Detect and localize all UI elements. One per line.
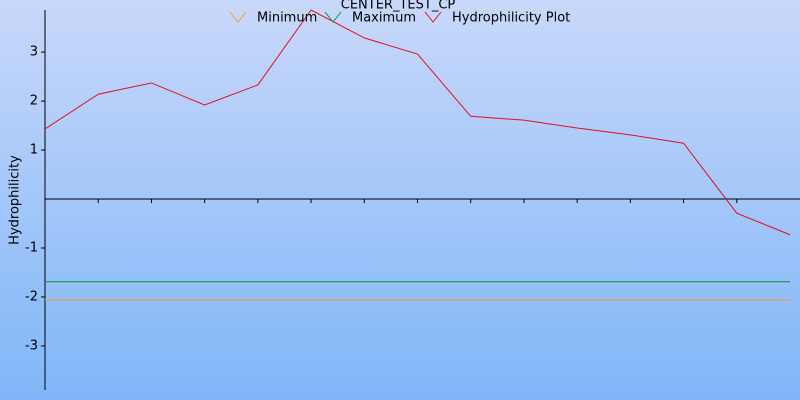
legend-label: Minimum	[257, 11, 317, 26]
y-tick-label: -3	[25, 338, 38, 353]
y-tick-label: -2	[25, 289, 38, 304]
y-axis-label: Hydrophilicity	[8, 155, 23, 245]
legend-label: Hydrophilicity Plot	[452, 11, 570, 26]
series-line	[44, 9, 791, 236]
y-tick-label: -1	[25, 240, 38, 255]
legend-icon	[424, 11, 442, 23]
y-tick-label: 3	[30, 45, 38, 60]
y-tick-label: 1	[30, 143, 38, 158]
chart-title: CENTER_TEST_CP	[341, 0, 456, 13]
legend-icon	[229, 11, 247, 23]
legend-label: Maximum	[352, 11, 416, 26]
y-tick-label: 2	[30, 94, 38, 109]
legend-icon	[324, 11, 342, 23]
